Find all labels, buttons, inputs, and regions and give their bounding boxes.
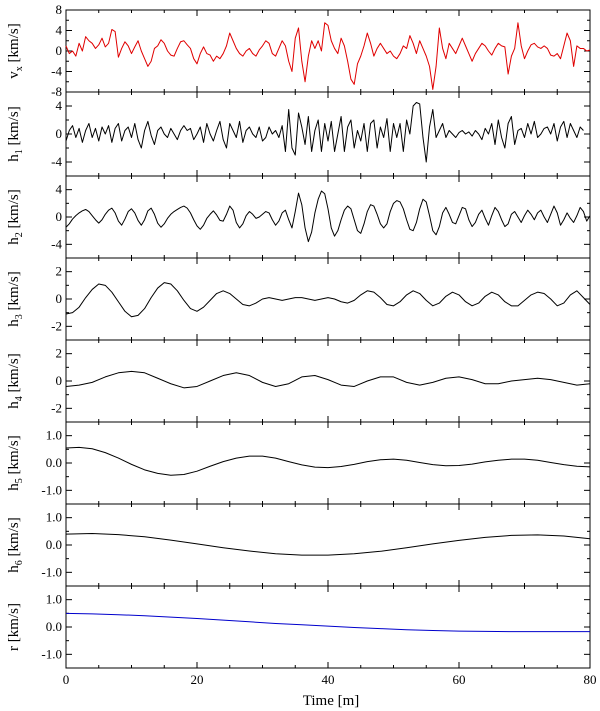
y-axis-title-main: v [6, 71, 22, 79]
y-axis-title-r: r [km/s] [6, 603, 22, 651]
y-tick-label: 1.0 [46, 592, 62, 607]
panel-frame [65, 9, 591, 93]
y-axis-title-main: h [6, 565, 22, 573]
y-axis-title-h4: h4 [km/s] [6, 353, 25, 408]
x-tick-label: 20 [191, 672, 204, 687]
panel-vx: -8 -4 0 4 8 vx [km/s] [6, 2, 591, 99]
series-line-h3 [65, 282, 591, 318]
y-axis-title-subscript: 3 [14, 314, 25, 319]
y-tick-label: 4 [56, 98, 63, 113]
y-axis-title-main: h [6, 401, 22, 409]
y-axis-title-unit: [km/s] [6, 353, 22, 396]
y-tick-label: 1.0 [46, 428, 62, 443]
y-axis-title-subscript: x [14, 66, 25, 71]
y-tick-label: -1.0 [41, 646, 62, 661]
y-axis-title-h5: h5 [km/s] [6, 435, 25, 490]
y-axis-title-main: h [6, 483, 22, 491]
panel-frame [65, 585, 591, 669]
y-tick-label: -2 [51, 400, 62, 415]
y-tick-label: -1.0 [41, 564, 62, 579]
y-axis-title-unit: [km/s] [6, 189, 22, 232]
y-axis-title-h2: h2 [km/s] [6, 189, 25, 244]
series-line-r [65, 612, 590, 633]
y-tick-label: 0 [56, 43, 63, 58]
y-tick-label: 8 [56, 2, 63, 17]
y-axis-title-subscript: 1 [14, 149, 25, 154]
y-axis-title-subscript: 2 [14, 232, 25, 237]
x-tick-label: 0 [63, 672, 70, 687]
y-axis-title-main: r [6, 646, 22, 651]
y-tick-label: 0.0 [46, 619, 62, 634]
y-axis-title-main: h [6, 237, 22, 245]
series-line-h2 [65, 190, 591, 243]
x-tick-label: 60 [453, 672, 466, 687]
panel-frame [65, 257, 591, 341]
y-tick-label: -4 [51, 64, 62, 79]
y-axis-title-h1: h1 [km/s] [6, 106, 25, 161]
series-line-h1 [65, 102, 584, 163]
y-axis-title-subscript: 5 [14, 478, 25, 483]
y-axis-title-unit: [km/s] [6, 106, 22, 149]
y-axis-title-vx: vx [km/s] [6, 23, 25, 78]
y-axis-title-unit: [km/s] [6, 603, 22, 646]
y-axis-title-main: h [6, 319, 22, 327]
y-tick-label: 4 [56, 182, 63, 197]
y-tick-label: -4 [51, 236, 62, 251]
panel-h6: -1.0 0.0 1.0 h6 [km/s] [6, 503, 591, 587]
y-tick-label: 2 [56, 346, 63, 361]
y-tick-label: 0.0 [46, 537, 62, 552]
y-tick-label: 0 [56, 126, 63, 141]
series-line-h6 [65, 533, 591, 556]
x-tick-label: 80 [584, 672, 597, 687]
series-line-vx [65, 22, 591, 90]
panel-frame [65, 91, 591, 177]
y-axis-title-unit: [km/s] [6, 271, 22, 314]
panel-h2: -4 0 4 h2 [km/s] [6, 175, 591, 259]
panel-frame [65, 175, 591, 259]
y-axis-title-unit: [km/s] [6, 23, 22, 66]
y-tick-label: 2 [56, 264, 63, 279]
panel-frame [65, 421, 591, 505]
y-axis-title-unit: [km/s] [6, 435, 22, 478]
y-axis-title-unit: [km/s] [6, 517, 22, 560]
y-axis-title-main: h [6, 154, 22, 162]
y-axis-title-h6: h6 [km/s] [6, 517, 25, 572]
y-tick-label: 4 [56, 23, 63, 38]
y-axis-title-subscript: 4 [14, 396, 25, 401]
y-tick-label: 0 [56, 209, 63, 224]
panel-r: -1.0 0.0 1.0 r [km/s] 0 20 40 60 80 [6, 585, 597, 687]
y-tick-label: 0 [56, 291, 63, 306]
series-line-h5 [65, 446, 591, 476]
y-tick-label: -4 [51, 154, 62, 169]
y-axis-title-h3: h3 [km/s] [6, 271, 25, 326]
series-line-h4 [65, 370, 591, 389]
panel-h3: -2 0 2 h3 [km/s] [6, 257, 591, 341]
panel-h4: -2 0 2 h4 [km/s] [6, 339, 591, 423]
y-tick-label: 0.0 [46, 455, 62, 470]
y-axis-title-subscript: 6 [14, 560, 25, 565]
x-tick-label: 40 [322, 672, 335, 687]
y-tick-label: -2 [51, 318, 62, 333]
panel-frame [65, 503, 591, 587]
y-tick-label: 1.0 [46, 510, 62, 525]
y-tick-label: -1.0 [41, 482, 62, 497]
panel-h5: -1.0 0.0 1.0 h5 [km/s] [6, 421, 591, 505]
y-tick-label: -8 [51, 84, 62, 99]
y-tick-label: 0 [56, 373, 63, 388]
panel-h1: -4 0 4 h1 [km/s] [6, 91, 591, 177]
x-axis-title: Time [m] [303, 693, 360, 709]
